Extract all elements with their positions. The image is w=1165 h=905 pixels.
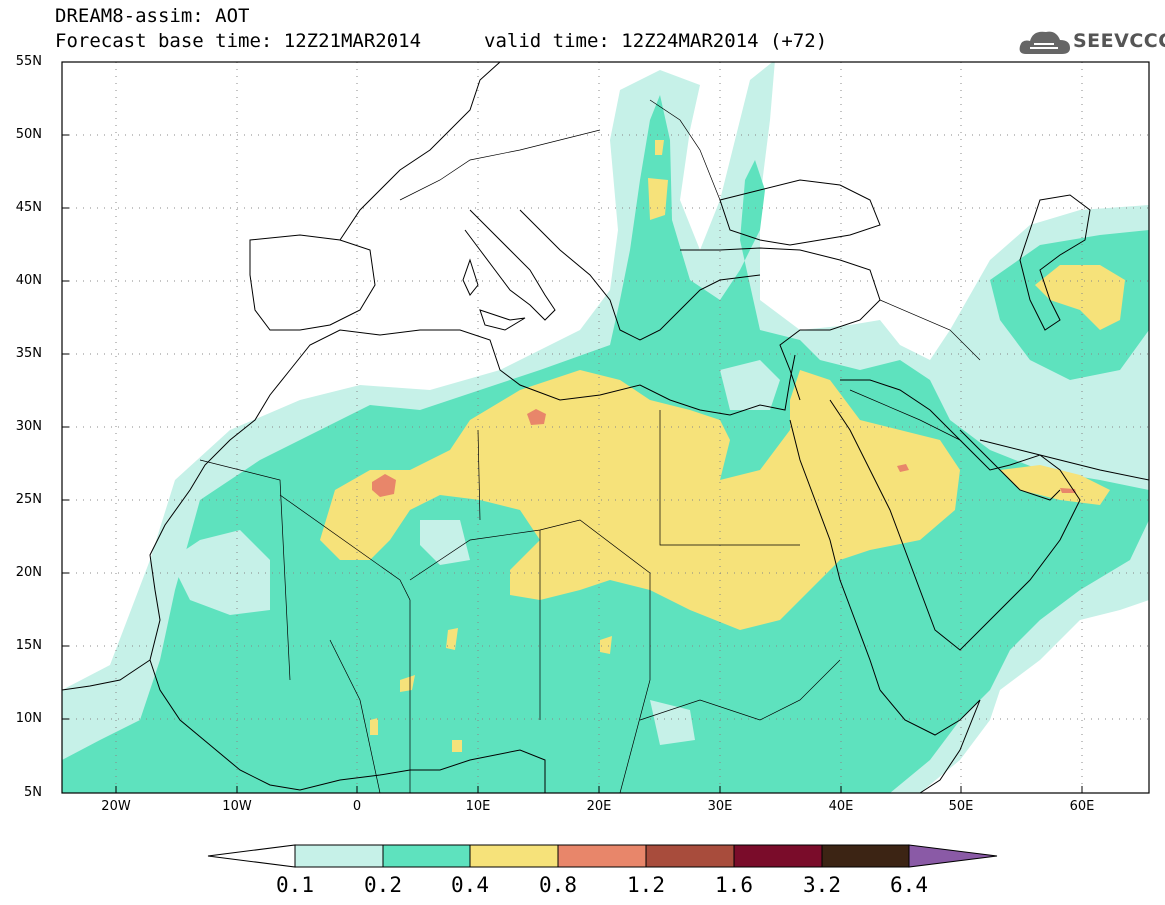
lat-label-15n: 15N: [15, 638, 42, 653]
colorbar-label-0.4: 0.4: [451, 873, 489, 897]
lat-label-35n: 35N: [15, 346, 42, 361]
lat-label-10n: 10N: [15, 711, 42, 726]
lon-label-50e: 50E: [948, 799, 974, 814]
cloud-icon: [1019, 31, 1070, 54]
logo-text: SEEVCCC: [1073, 30, 1165, 52]
lon-label-20w: 20W: [101, 799, 131, 814]
grid: [62, 62, 1149, 793]
colorbar-swatch-0.2: [382, 844, 471, 868]
colorbar-upper-arrow: [908, 844, 998, 868]
colorbar-swatch-1.2: [645, 844, 735, 868]
lat-label-5n: 5N: [24, 785, 42, 800]
lon-label-60e: 60E: [1069, 799, 1095, 814]
map-title: DREAM8-assim: AOT: [55, 5, 250, 27]
colorbar-label-3.2: 3.2: [803, 873, 841, 897]
lon-label-40e: 40E: [828, 799, 854, 814]
lat-label-30n: 30N: [15, 419, 42, 434]
colorbar-swatch-0.4: [469, 844, 559, 868]
lat-label-25n: 25N: [15, 492, 42, 507]
lon-label-20e: 20E: [586, 799, 612, 814]
colorbar-swatch-0.1: [294, 844, 384, 868]
axis-ticks: [62, 134, 1083, 793]
forecast-base-time: Forecast base time: 12Z21MAR2014: [55, 30, 422, 52]
colorbar-label-0.1: 0.1: [276, 873, 314, 897]
colorbar-label-6.4: 6.4: [890, 873, 928, 897]
lon-label-10e: 10E: [465, 799, 491, 814]
colorbar-label-0.2: 0.2: [364, 873, 402, 897]
lat-label-20n: 20N: [15, 565, 42, 580]
lat-label-40n: 40N: [15, 273, 42, 288]
colorbar: [207, 844, 998, 868]
lat-label-55n: 55N: [15, 54, 42, 69]
lat-label-45n: 45N: [15, 200, 42, 215]
colorbar-swatch-1.6: [733, 844, 823, 868]
valid-time: valid time: 12Z24MAR2014 (+72): [484, 30, 828, 52]
colorbar-swatch-3.2: [821, 844, 910, 868]
lat-label-50n: 50N: [15, 127, 42, 142]
colorbar-label-1.2: 1.2: [627, 873, 665, 897]
colorbar-label-0.8: 0.8: [539, 873, 577, 897]
colorbar-label-1.6: 1.6: [715, 873, 753, 897]
aot-band-0.4: [320, 140, 1125, 752]
colorbar-swatch-0.8: [557, 844, 647, 868]
aot-band-0.8: [372, 409, 1076, 497]
aot-band-0.1-holes: [170, 360, 780, 745]
coastlines: [62, 62, 1149, 793]
lon-label-0: 0: [352, 799, 362, 814]
lon-label-10w: 10W: [222, 799, 252, 814]
colorbar-lower-arrow: [207, 844, 296, 868]
lon-label-30e: 30E: [707, 799, 733, 814]
borders: [199, 99, 981, 793]
